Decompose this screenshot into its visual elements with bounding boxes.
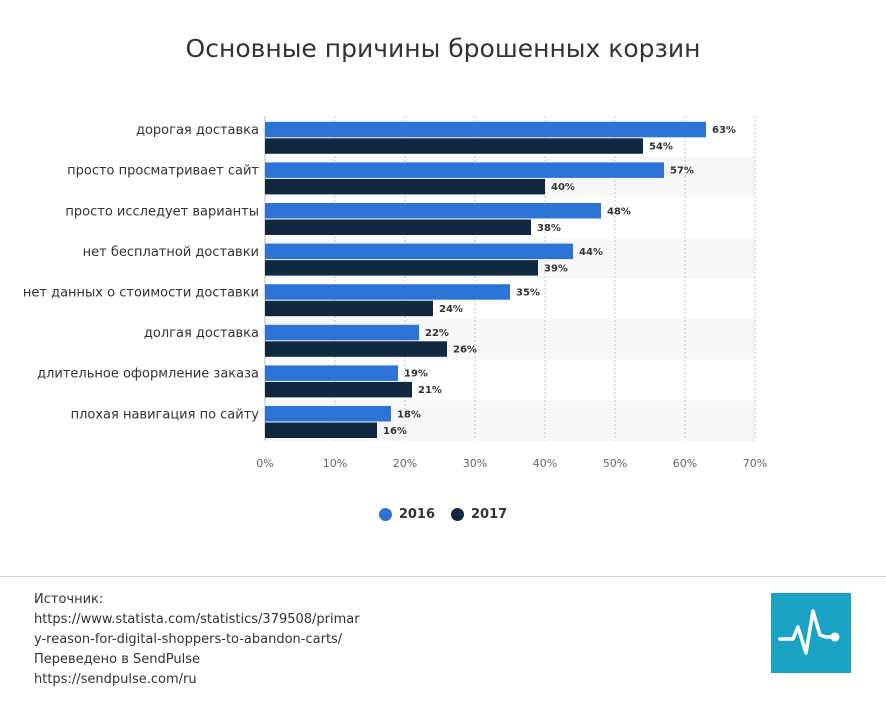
category-label: нет бесплатной доставки xyxy=(83,245,259,260)
bar-2016[interactable] xyxy=(265,243,573,260)
bar-2017[interactable] xyxy=(265,138,643,154)
translated-note: Переведено в SendPulse xyxy=(34,652,201,667)
source-note: Источник: https://www.statista.com/stati… xyxy=(34,590,360,690)
x-tick-label: 50% xyxy=(603,457,627,470)
bar-value-label: 40% xyxy=(551,182,575,193)
legend: 2016 2017 xyxy=(0,507,886,522)
footer-divider xyxy=(0,576,886,577)
legend-marker xyxy=(378,508,392,521)
category-label: просто исследует варианты xyxy=(65,204,259,219)
bars xyxy=(265,121,706,439)
category-label: долгая доставка xyxy=(144,326,259,341)
bar-value-label: 24% xyxy=(439,304,463,315)
legend-marker xyxy=(451,508,464,521)
bar-value-label: 63% xyxy=(712,125,736,136)
x-tick-label: 70% xyxy=(743,457,767,470)
bar-2016[interactable] xyxy=(265,284,510,300)
bar-2017[interactable] xyxy=(265,300,433,317)
bar-value-label: 57% xyxy=(670,166,694,177)
category-label: длительное оформление заказа xyxy=(37,367,259,382)
sendpulse-logo-icon xyxy=(771,593,851,673)
x-tick-label: 10% xyxy=(323,457,347,470)
bar-2017[interactable] xyxy=(265,260,538,276)
category-label: дорогая доставка xyxy=(136,123,259,138)
x-tick-label: 40% xyxy=(533,457,557,470)
value-labels: 63% 54% 57% 40% 48% 38% 44% 39% 35% 24% 22% 26% 19% 2… xyxy=(383,125,736,437)
source-heading: Источник: xyxy=(34,592,104,607)
x-tick-label: 30% xyxy=(463,457,487,470)
bar-2017[interactable] xyxy=(265,219,531,236)
bar-2016[interactable] xyxy=(265,121,706,138)
bar-value-label: 16% xyxy=(383,426,407,437)
legend-item-2016[interactable]: 2016 xyxy=(378,507,435,522)
bar-value-label: 54% xyxy=(649,142,673,153)
bar-value-label: 22% xyxy=(425,328,449,339)
x-tick-label: 60% xyxy=(673,457,697,470)
bar-2016[interactable] xyxy=(265,406,391,422)
bar-2017[interactable] xyxy=(265,178,545,195)
legend-label: 2016 xyxy=(398,507,435,522)
bar-value-label: 35% xyxy=(516,287,540,298)
bar-2016[interactable] xyxy=(265,162,664,178)
x-tick-label: 20% xyxy=(393,457,417,470)
source-url-line-1: https://www.statista.com/statistics/3795… xyxy=(34,612,360,627)
bar-2017[interactable] xyxy=(265,341,447,357)
bar-value-label: 26% xyxy=(453,345,477,356)
bar-value-label: 18% xyxy=(397,409,421,420)
category-labels: дорогая доставка просто просматривает сай… xyxy=(23,123,260,422)
bar-2016[interactable] xyxy=(265,324,419,341)
category-label: плохая навигация по сайту xyxy=(71,407,260,422)
bar-2016[interactable] xyxy=(265,203,601,219)
bar-2017[interactable] xyxy=(265,422,377,439)
legend-label: 2017 xyxy=(471,507,508,522)
legend-item-2017[interactable]: 2017 xyxy=(451,507,507,522)
bar-chart: 63% 54% 57% 40% 48% 38% 44% 39% 35% 24% 22% 26% 19% 2… xyxy=(23,116,767,470)
bar-2016[interactable] xyxy=(265,365,398,381)
bar-value-label: 19% xyxy=(404,369,428,380)
bar-value-label: 44% xyxy=(579,247,603,258)
bar-value-label: 38% xyxy=(537,223,561,234)
bar-2017[interactable] xyxy=(265,381,412,398)
bar-value-label: 39% xyxy=(544,263,568,274)
bar-value-label: 21% xyxy=(418,385,442,396)
source-url-line-2: y-reason-for-digital-shoppers-to-abandon… xyxy=(34,632,343,647)
x-axis-ticks: 0% 10% 20% 30% 40% 50% 60% 70% xyxy=(256,457,767,470)
sendpulse-url: https://sendpulse.com/ru xyxy=(34,672,197,687)
chart-title: Основные причины брошенных корзин xyxy=(185,34,701,63)
category-label: нет данных о стоимости доставки xyxy=(23,285,259,300)
bar-value-label: 48% xyxy=(607,206,631,217)
category-label: просто просматривает сайт xyxy=(67,164,259,179)
x-tick-label: 0% xyxy=(256,457,273,470)
